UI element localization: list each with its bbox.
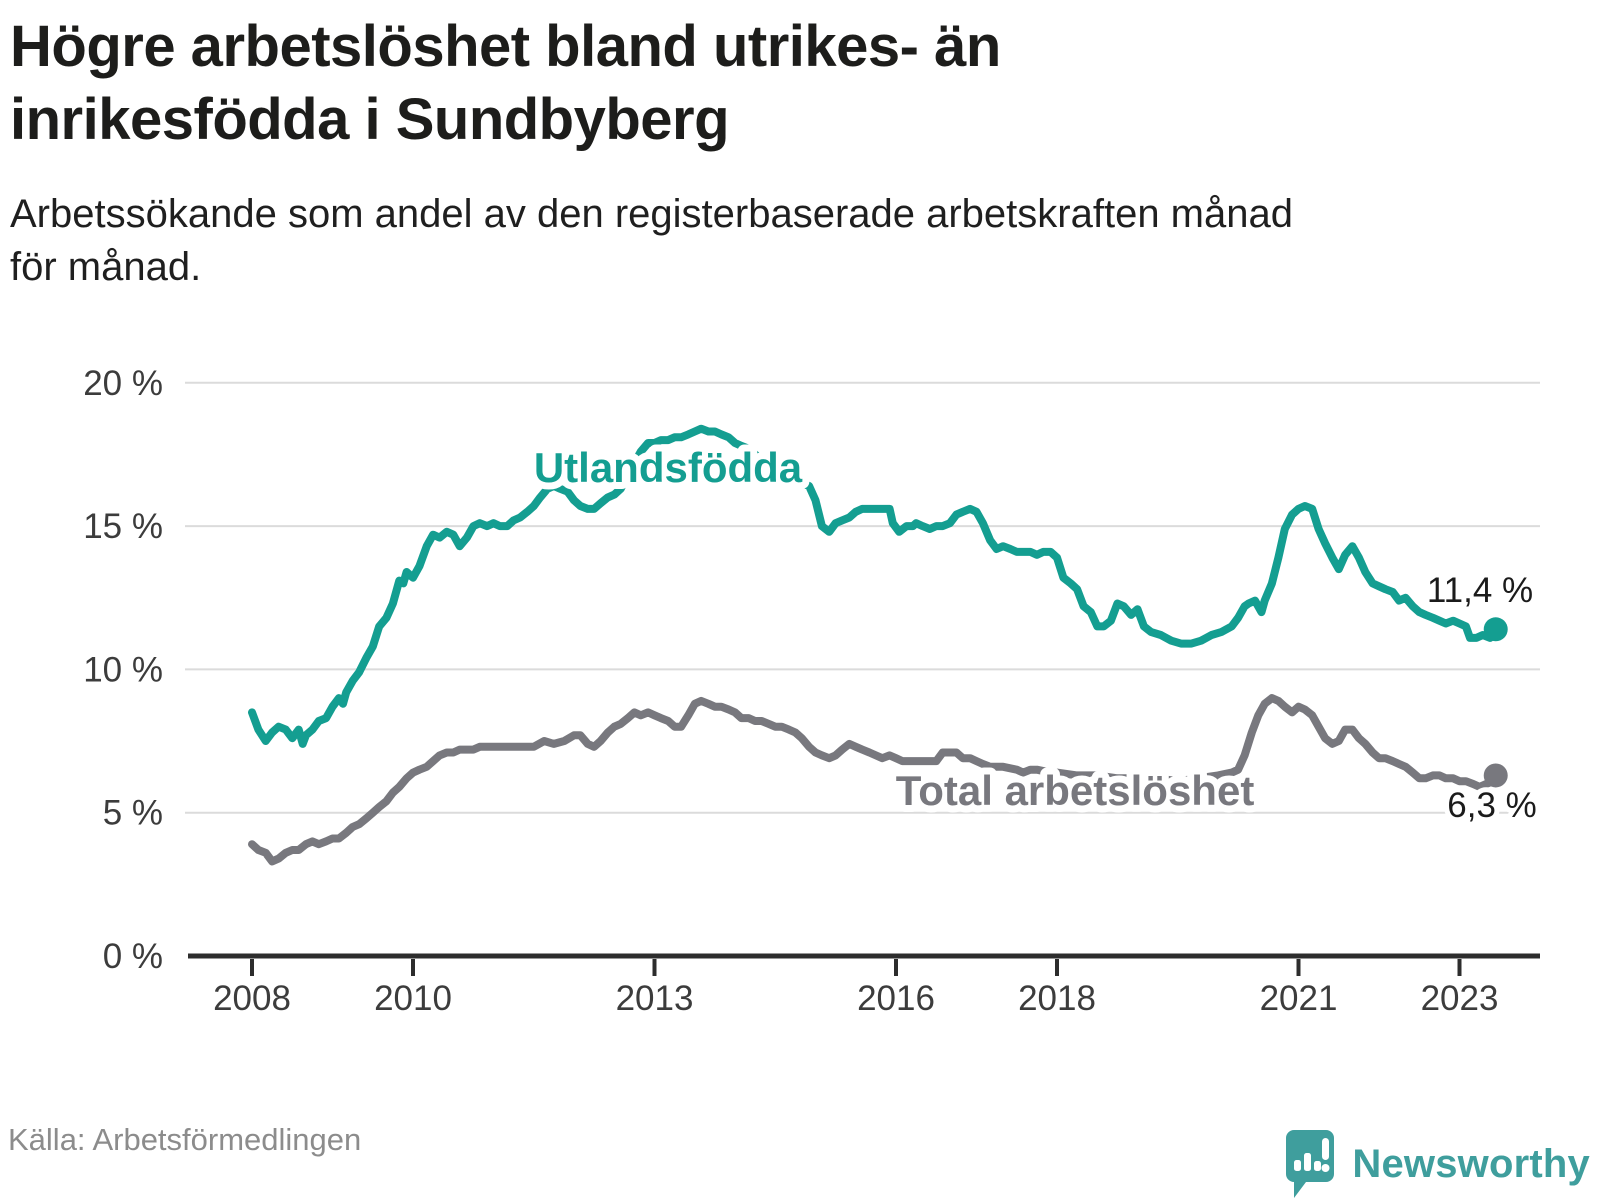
source-note: Källa: Arbetsförmedlingen <box>8 1122 362 1157</box>
x-axis-labels: 2008 2010 2013 2016 2018 2021 2023 <box>213 979 1498 1018</box>
y-tick-label: 0 % <box>103 937 163 976</box>
page-title: Högre arbetslöshet bland utrikes- än inr… <box>10 10 1270 156</box>
gridlines <box>185 381 1540 814</box>
series-label-utlandsfodda: Utlandsfödda <box>534 444 803 491</box>
newsworthy-wordmark: Newsworthy <box>1352 1141 1590 1186</box>
y-tick-label: 10 % <box>83 650 163 689</box>
x-tick-label: 2013 <box>616 979 694 1018</box>
title-line-1: Högre arbetslöshet bland utrikes- än <box>10 14 1001 79</box>
y-tick-label: 5 % <box>103 794 163 833</box>
subtitle-line-1: Arbetssökande som andel av den registerb… <box>10 192 1293 236</box>
series-end-dot-utlandsfodda <box>1483 617 1508 642</box>
chart-subtitle: Arbetssökande som andel av den registerb… <box>10 188 1570 294</box>
value-label-total: 6,3 % <box>1447 786 1537 825</box>
title-line-2: inrikesfödda i Sundbyberg <box>10 87 730 153</box>
series-lines <box>248 424 1508 866</box>
series-line-total <box>248 694 1500 866</box>
y-tick-label: 15 % <box>83 507 163 546</box>
series-label-total: Total arbetslöshet <box>896 767 1255 814</box>
subtitle-line-2: för månad. <box>10 245 202 290</box>
y-axis-labels: 0 % 5 % 10 % 15 % 20 % <box>83 364 163 976</box>
value-label-utlandsfodda: 11,4 % <box>1427 571 1533 610</box>
newsworthy-logo: Newsworthy <box>1284 1128 1590 1200</box>
x-tick-label: 2010 <box>374 979 452 1018</box>
x-tick-label: 2021 <box>1260 979 1338 1018</box>
series-end-dot-total <box>1483 763 1508 788</box>
series-line-utlandsfodda <box>248 424 1500 748</box>
x-tick-label: 2008 <box>213 979 291 1018</box>
x-tick-label: 2016 <box>857 979 935 1018</box>
x-tick-label: 2018 <box>1018 979 1096 1018</box>
x-axis-ticks <box>250 959 1462 976</box>
newsworthy-bubble-icon <box>1286 1130 1335 1198</box>
x-tick-label: 2023 <box>1421 979 1499 1018</box>
y-tick-label: 20 % <box>83 364 163 403</box>
